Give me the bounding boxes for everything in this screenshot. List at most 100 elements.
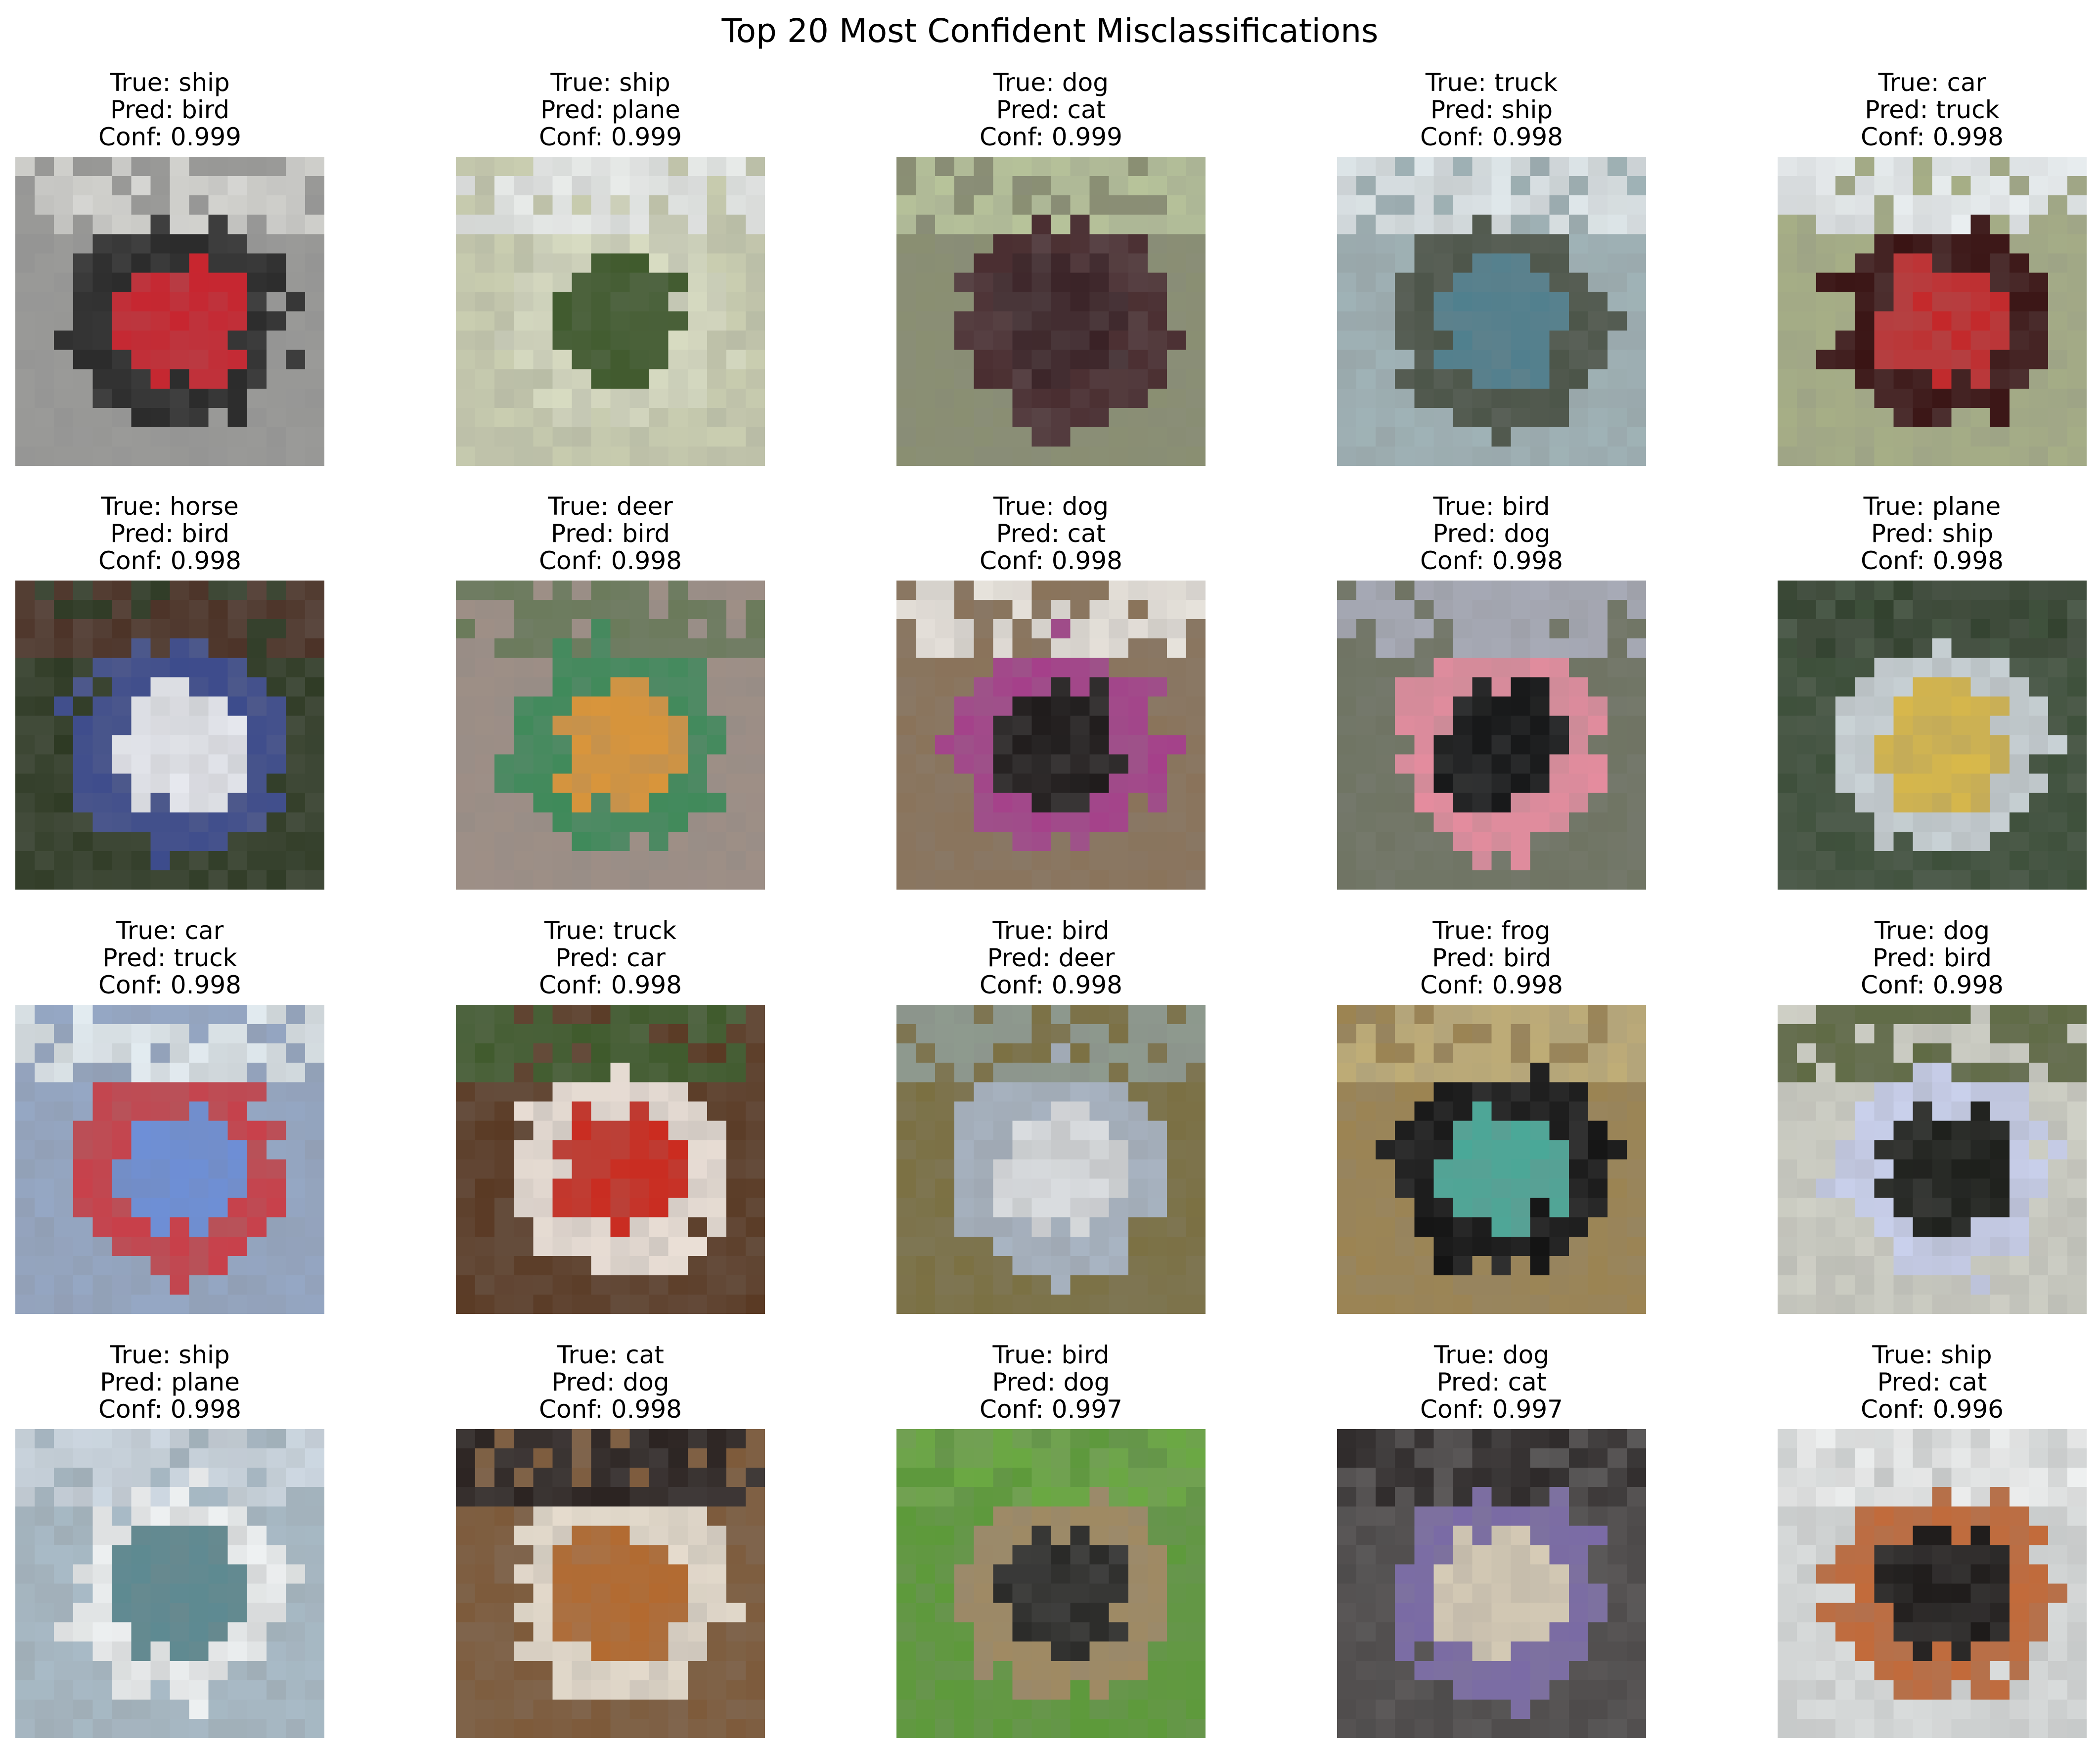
true-label: True: truck bbox=[1425, 68, 1558, 97]
sample-cell: True: car Pred: truck Conf: 0.998 bbox=[15, 917, 324, 1314]
sample-cell: True: deer Pred: bird Conf: 0.998 bbox=[456, 492, 765, 890]
sample-image bbox=[15, 157, 324, 466]
conf-label: Conf: 0.998 bbox=[1420, 546, 1563, 575]
pred-label: Pred: truck bbox=[102, 943, 237, 972]
sample-image bbox=[896, 157, 1206, 466]
sample-caption: True: ship Pred: plane Conf: 0.998 bbox=[15, 1342, 324, 1423]
pred-label: Pred: dog bbox=[551, 1368, 670, 1396]
true-label: True: ship bbox=[110, 68, 230, 97]
conf-label: Conf: 0.998 bbox=[539, 971, 682, 999]
true-label: True: dog bbox=[1874, 916, 1990, 945]
sample-image bbox=[1778, 157, 2087, 466]
sample-cell: True: bird Pred: dog Conf: 0.997 bbox=[896, 1342, 1206, 1738]
sample-image bbox=[15, 1005, 324, 1314]
conf-label: Conf: 0.998 bbox=[98, 971, 241, 999]
sample-image bbox=[896, 581, 1206, 890]
true-label: True: dog bbox=[993, 492, 1109, 521]
sample-image bbox=[456, 157, 765, 466]
sample-cell: True: dog Pred: cat Conf: 0.999 bbox=[896, 68, 1206, 466]
pred-label: Pred: plane bbox=[540, 95, 680, 124]
sample-image bbox=[456, 581, 765, 890]
pred-label: Pred: truck bbox=[1865, 95, 2000, 124]
sample-caption: True: truck Pred: ship Conf: 0.998 bbox=[1337, 69, 1646, 151]
sample-cell: True: ship Pred: bird Conf: 0.999 bbox=[15, 69, 324, 466]
sample-cell: True: truck Pred: car Conf: 0.998 bbox=[456, 917, 765, 1314]
pred-label: Pred: cat bbox=[996, 519, 1106, 548]
true-label: True: car bbox=[116, 916, 224, 945]
conf-label: Conf: 0.997 bbox=[980, 1395, 1122, 1424]
conf-label: Conf: 0.998 bbox=[1861, 546, 2004, 575]
pred-label: Pred: bird bbox=[550, 519, 670, 548]
sample-image bbox=[1778, 1005, 2087, 1314]
pred-label: Pred: ship bbox=[1871, 519, 1994, 548]
sample-cell: True: truck Pred: ship Conf: 0.998 bbox=[1337, 69, 1646, 466]
true-label: True: cat bbox=[557, 1341, 664, 1369]
sample-image bbox=[1778, 581, 2087, 890]
sample-caption: True: ship Pred: bird Conf: 0.999 bbox=[15, 69, 324, 151]
true-label: True: car bbox=[1878, 68, 1986, 97]
sample-caption: True: bird Pred: dog Conf: 0.997 bbox=[896, 1342, 1206, 1423]
sample-cell: True: ship Pred: cat Conf: 0.996 bbox=[1778, 1342, 2087, 1738]
pred-label: Pred: dog bbox=[1432, 519, 1551, 548]
pred-label: Pred: cat bbox=[1877, 1368, 1987, 1396]
sample-caption: True: dog Pred: cat Conf: 0.997 bbox=[1337, 1342, 1646, 1423]
true-label: True: ship bbox=[110, 1341, 230, 1369]
sample-caption: True: car Pred: truck Conf: 0.998 bbox=[15, 917, 324, 999]
pred-label: Pred: dog bbox=[992, 1368, 1110, 1396]
sample-image bbox=[1337, 1429, 1646, 1738]
true-label: True: frog bbox=[1432, 916, 1551, 945]
true-label: True: plane bbox=[1863, 492, 2001, 521]
sample-cell: True: bird Pred: deer Conf: 0.998 bbox=[896, 917, 1206, 1314]
true-label: True: truck bbox=[544, 916, 677, 945]
sample-cell: True: ship Pred: plane Conf: 0.999 bbox=[456, 69, 765, 466]
pred-label: Pred: bird bbox=[110, 95, 229, 124]
true-label: True: ship bbox=[1872, 1341, 1992, 1369]
true-label: True: deer bbox=[548, 492, 673, 521]
sample-image bbox=[15, 581, 324, 890]
true-label: True: dog bbox=[993, 68, 1109, 97]
pred-label: Pred: bird bbox=[1872, 943, 1992, 972]
sample-image bbox=[456, 1429, 765, 1738]
true-label: True: ship bbox=[550, 68, 670, 97]
true-label: True: bird bbox=[992, 1341, 1110, 1369]
sample-image bbox=[1337, 581, 1646, 890]
sample-caption: True: cat Pred: dog Conf: 0.998 bbox=[456, 1342, 765, 1423]
pred-label: Pred: ship bbox=[1430, 95, 1553, 124]
figure-title: Top 20 Most Confident Misclassifications bbox=[721, 12, 1379, 50]
pred-label: Pred: cat bbox=[996, 95, 1106, 124]
sample-caption: True: plane Pred: ship Conf: 0.998 bbox=[1778, 493, 2087, 575]
conf-label: Conf: 0.999 bbox=[98, 123, 241, 151]
sample-cell: True: bird Pred: dog Conf: 0.998 bbox=[1337, 493, 1646, 890]
sample-caption: True: horse Pred: bird Conf: 0.998 bbox=[15, 493, 324, 575]
sample-caption: True: bird Pred: deer Conf: 0.998 bbox=[896, 917, 1206, 999]
sample-image bbox=[456, 1005, 765, 1314]
sample-cell: True: dog Pred: cat Conf: 0.997 bbox=[1337, 1342, 1646, 1738]
pred-label: Pred: car bbox=[555, 943, 666, 972]
sample-cell: True: dog Pred: cat Conf: 0.998 bbox=[896, 492, 1206, 890]
conf-label: Conf: 0.997 bbox=[1420, 1395, 1563, 1424]
pred-label: Pred: cat bbox=[1436, 1368, 1547, 1396]
sample-cell: True: car Pred: truck Conf: 0.998 bbox=[1778, 68, 2087, 466]
conf-label: Conf: 0.998 bbox=[98, 1395, 241, 1424]
sample-caption: True: ship Pred: cat Conf: 0.996 bbox=[1778, 1342, 2087, 1423]
sample-caption: True: truck Pred: car Conf: 0.998 bbox=[456, 917, 765, 999]
conf-label: Conf: 0.998 bbox=[539, 546, 682, 575]
sample-caption: True: dog Pred: bird Conf: 0.998 bbox=[1778, 917, 2087, 999]
conf-label: Conf: 0.998 bbox=[539, 1395, 682, 1424]
conf-label: Conf: 0.998 bbox=[98, 546, 241, 575]
true-label: True: horse bbox=[101, 492, 239, 521]
sample-image bbox=[1337, 157, 1646, 466]
sample-cell: True: dog Pred: bird Conf: 0.998 bbox=[1778, 917, 2087, 1314]
sample-cell: True: ship Pred: plane Conf: 0.998 bbox=[15, 1342, 324, 1738]
conf-label: Conf: 0.998 bbox=[1861, 123, 2004, 151]
conf-label: Conf: 0.998 bbox=[1420, 971, 1563, 999]
sample-caption: True: ship Pred: plane Conf: 0.999 bbox=[456, 69, 765, 151]
sample-cell: True: horse Pred: bird Conf: 0.998 bbox=[15, 493, 324, 890]
conf-label: Conf: 0.999 bbox=[980, 123, 1122, 151]
pred-label: Pred: bird bbox=[110, 519, 229, 548]
conf-label: Conf: 0.998 bbox=[1420, 123, 1563, 151]
sample-image bbox=[15, 1429, 324, 1738]
conf-label: Conf: 0.998 bbox=[1861, 971, 2004, 999]
sample-cell: True: plane Pred: ship Conf: 0.998 bbox=[1778, 493, 2087, 890]
sample-image bbox=[896, 1429, 1206, 1738]
